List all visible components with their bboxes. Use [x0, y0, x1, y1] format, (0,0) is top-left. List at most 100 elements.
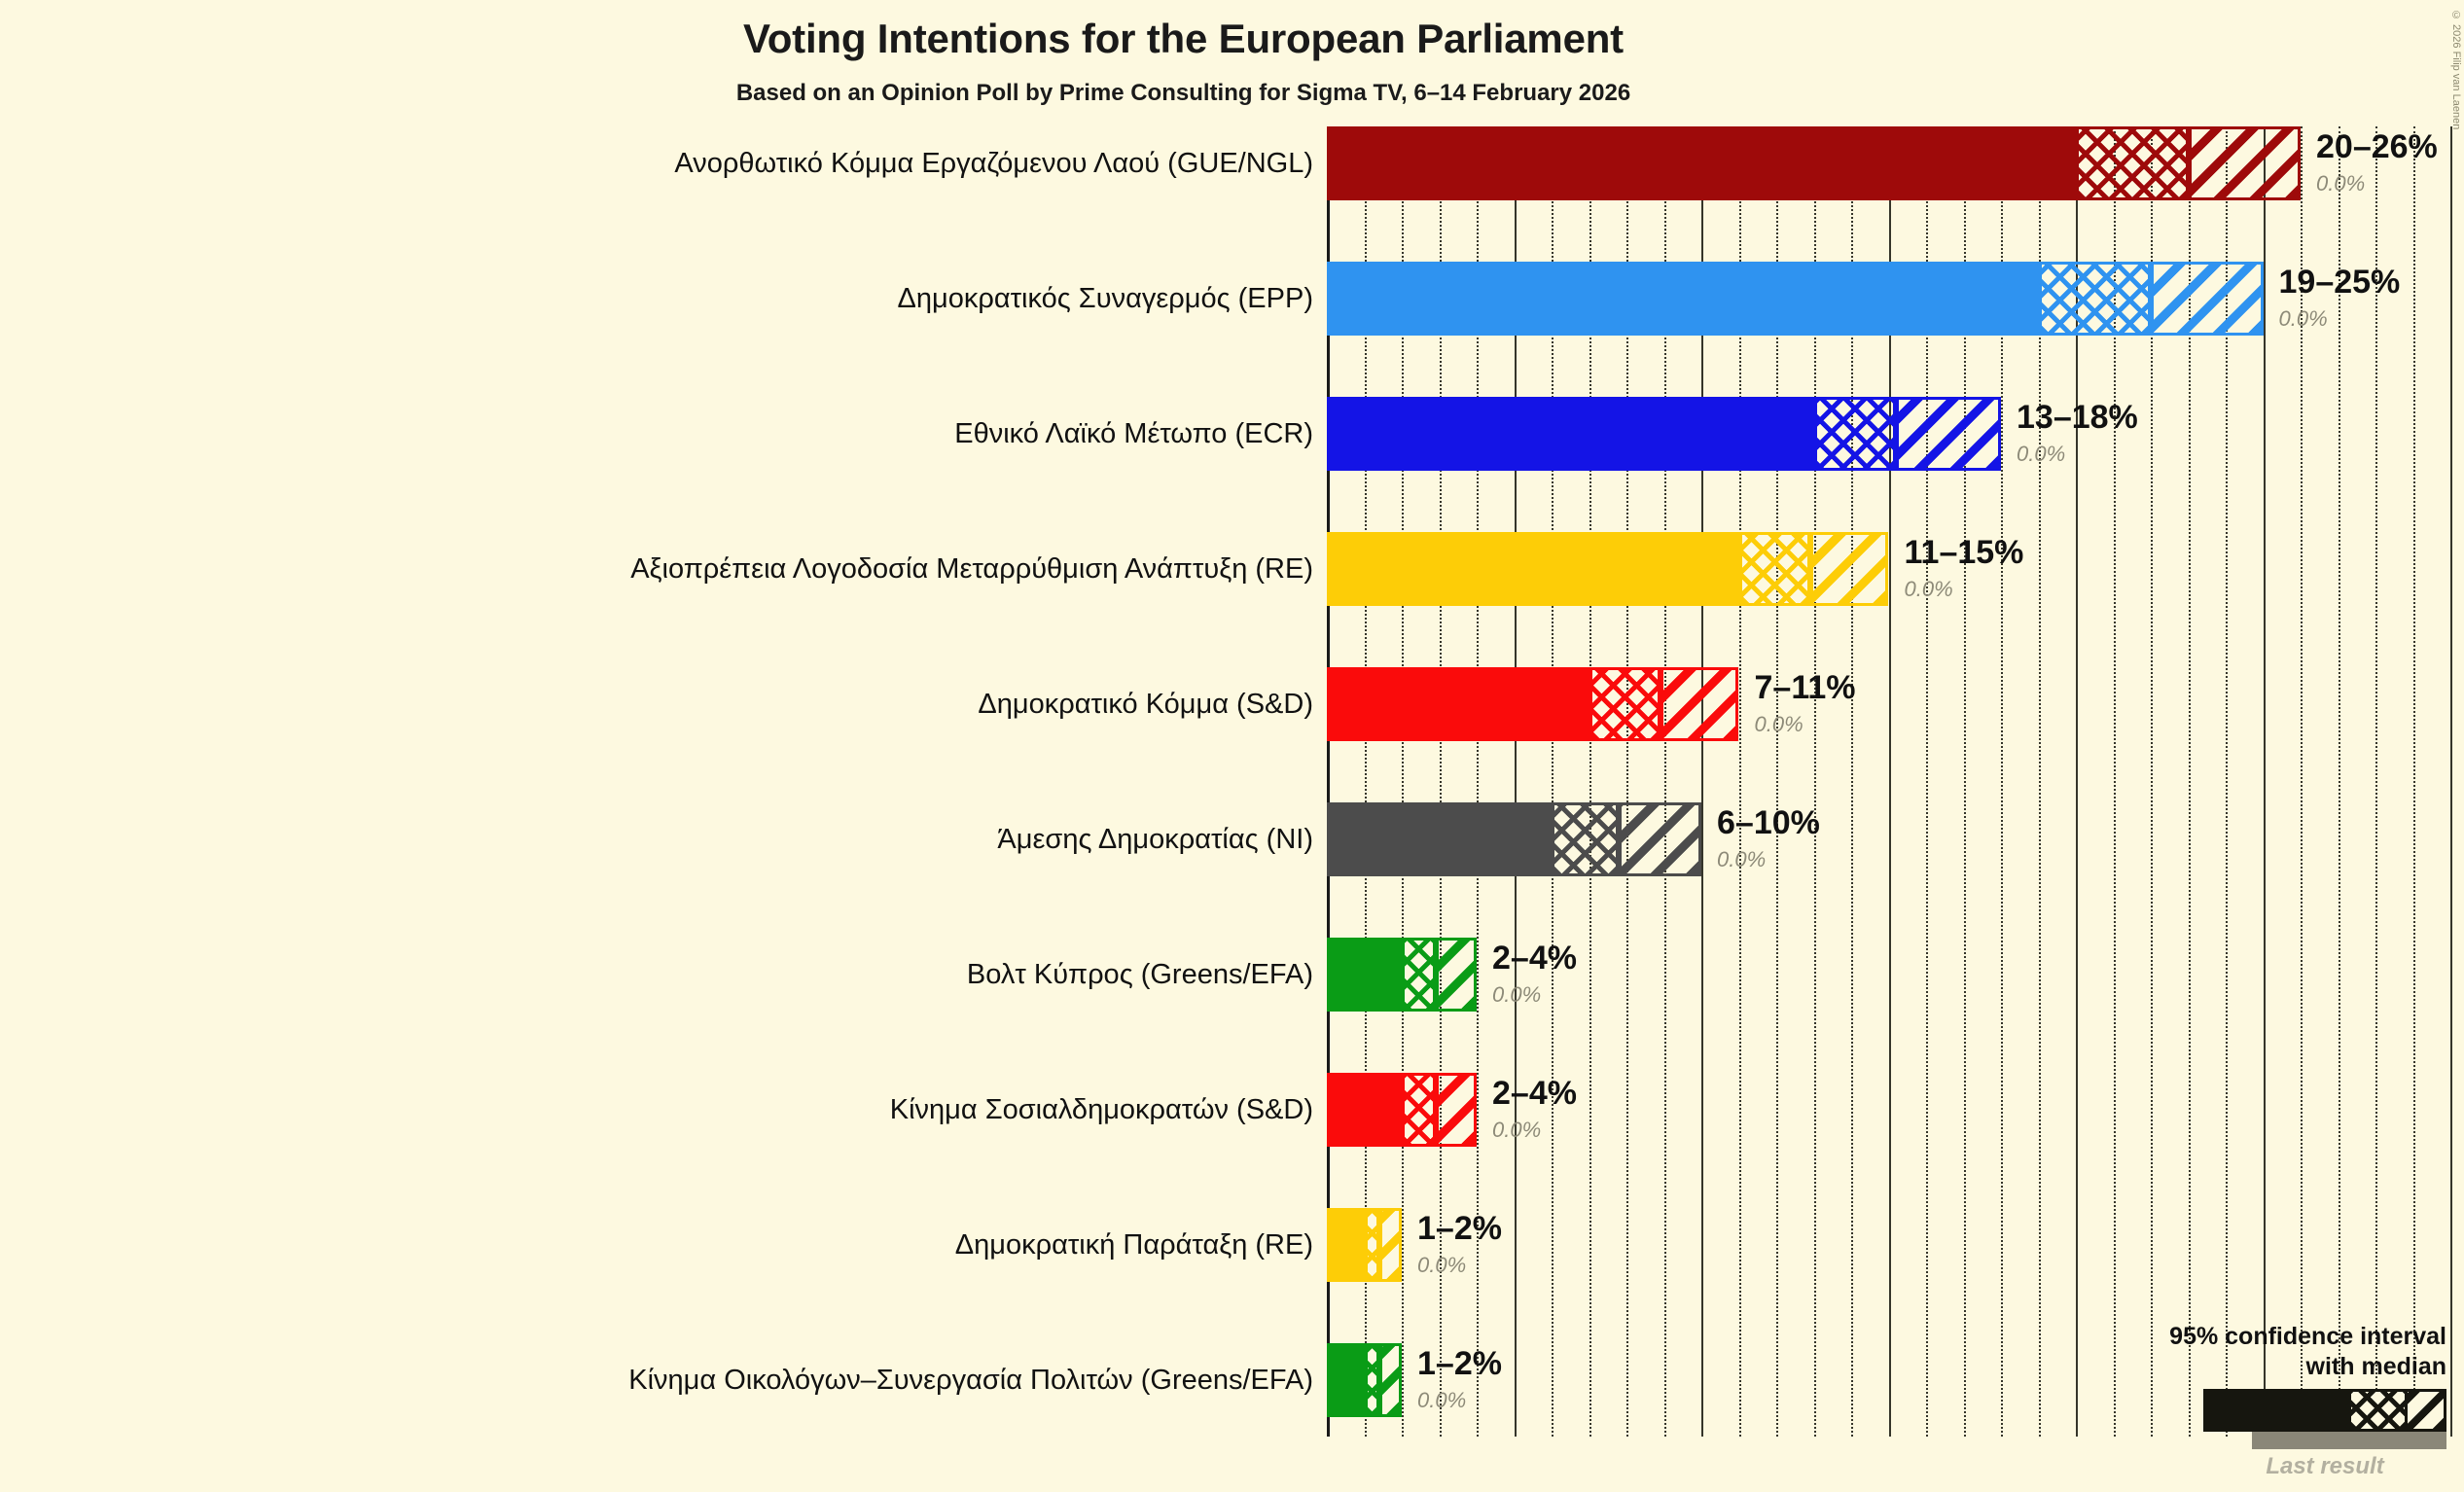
bar-segment-solid [1327, 532, 1739, 606]
bar-segment-solid [1327, 1208, 1365, 1282]
bar-segment-crosshatch [1402, 1073, 1436, 1147]
gridline-major [2450, 126, 2452, 1437]
gridline-minor [2412, 126, 2415, 1437]
confidence-interval-bar [1327, 802, 1701, 876]
bar-segment-diagonal [1378, 1343, 1402, 1417]
gridline-major [1888, 126, 1891, 1437]
interval-value-label: 6–10% [1717, 804, 1820, 841]
bar-row: Δημοκρατικός Συναγερμός (EPP) 19–25% 0.0% [0, 262, 2464, 336]
bar-segment-solid [1327, 126, 2076, 200]
gridline-minor [1402, 126, 1404, 1437]
interval-value-label: 19–25% [2278, 264, 2401, 301]
gridline-minor [2375, 126, 2377, 1437]
bar-row: Ανορθωτικό Κόμμα Εργαζόμενου Λαού (GUE/N… [0, 126, 2464, 200]
confidence-interval-bar [1327, 262, 2264, 336]
gridline-major [2076, 126, 2078, 1437]
legend-last-result-bar [2252, 1432, 2446, 1449]
interval-value-label: 20–26% [2316, 128, 2438, 165]
bar-row: Άμεσης Δημοκρατίας (NI) 6–10% 0.0% [0, 802, 2464, 876]
bar-segment-solid [1327, 262, 2039, 336]
last-result-label: 0.0% [1904, 577, 1953, 601]
bar-segment-crosshatch [2076, 126, 2189, 200]
gridline-minor [1738, 126, 1741, 1437]
legend-last-result-label: Last result [2266, 1453, 2384, 1479]
bar-segment-crosshatch [2038, 262, 2151, 336]
bar-segment-diagonal [1660, 667, 1739, 741]
party-label: Δημοκρατική Παράταξη (RE) [954, 1228, 1313, 1261]
bar-segment-solid [1327, 397, 1814, 471]
last-result-label: 0.0% [2017, 442, 2066, 466]
gridline-minor [1926, 126, 1928, 1437]
last-result-label: 0.0% [1754, 712, 1803, 736]
bar-row: Κίνημα Σοσιαλδημοκρατών (S&D) 2–4% 0.0% [0, 1073, 2464, 1147]
gridline-minor [1626, 126, 1628, 1437]
confidence-interval-bar [1327, 532, 1889, 606]
gridline-minor [1439, 126, 1442, 1437]
confidence-interval-bar [1327, 126, 2301, 200]
bar-row: Αξιοπρέπεια Λογοδοσία Μεταρρύθμιση Ανάπτ… [0, 532, 2464, 606]
party-label: Άμεσης Δημοκρατίας (NI) [997, 823, 1313, 855]
last-result-label: 0.0% [1492, 1118, 1542, 1142]
interval-value-label: 2–4% [1492, 940, 1577, 977]
last-result-label: 0.0% [1417, 1253, 1467, 1277]
party-label: Εθνικό Λαϊκό Μέτωπο (ECR) [954, 417, 1313, 449]
bar-row: Δημοκρατική Παράταξη (RE) 1–2% 0.0% [0, 1208, 2464, 1282]
gridline-minor [2038, 126, 2041, 1437]
interval-value-label: 7–11% [1754, 669, 1856, 706]
confidence-interval-bar [1327, 1208, 1402, 1282]
gridline-minor [2113, 126, 2116, 1437]
page-title: Voting Intentions for the European Parli… [743, 16, 1624, 61]
bar-segment-diagonal [1896, 397, 2001, 471]
bar-row: Εθνικό Λαϊκό Μέτωπο (ECR) 13–18% 0.0% [0, 397, 2464, 471]
bar-segment-crosshatch [1364, 1343, 1379, 1417]
interval-value-label: 1–2% [1417, 1345, 1502, 1382]
bar-segment-crosshatch [1364, 1208, 1379, 1282]
bar-segment-diagonal [2151, 262, 2264, 336]
interval-value-label: 2–4% [1492, 1075, 1577, 1112]
gridline-minor [1663, 126, 1666, 1437]
gridline-major [1701, 126, 1703, 1437]
bar-segment-diagonal [1435, 938, 1477, 1012]
plot-area [1327, 126, 2464, 1437]
party-label: Αξιοπρέπεια Λογοδοσία Μεταρρύθμιση Ανάπτ… [630, 552, 1313, 585]
gridline-minor [2301, 126, 2303, 1437]
confidence-interval-bar [1327, 1073, 1477, 1147]
confidence-interval-bar [1327, 667, 1739, 741]
gridline-minor [1552, 126, 1553, 1437]
bar-segment-crosshatch [1402, 938, 1436, 1012]
party-label: Δημοκρατικό Κόμμα (S&D) [978, 688, 1313, 720]
bar-segment-solid [1327, 1073, 1402, 1147]
copyright-notice: © 2026 Filip van Laenen [2450, 10, 2462, 130]
gridline-minor [1364, 126, 1367, 1437]
gridline-minor [2001, 126, 2003, 1437]
bar-segment-crosshatch [1589, 667, 1661, 741]
bar-row: Δημοκρατικό Κόμμα (S&D) 7–11% 0.0% [0, 667, 2464, 741]
last-result-label: 0.0% [1417, 1388, 1467, 1412]
gridline-major [1514, 126, 1517, 1437]
bar-segment-solid [1327, 938, 1402, 1012]
party-label: Κίνημα Σοσιαλδημοκρατών (S&D) [889, 1093, 1313, 1125]
bar-row: Βολτ Κύπρος (Greens/EFA) 2–4% 0.0% [0, 938, 2464, 1012]
gridline-minor [1589, 126, 1591, 1437]
gridline-minor [1477, 126, 1479, 1437]
bar-segment-crosshatch [1738, 532, 1810, 606]
last-result-label: 0.0% [2278, 306, 2328, 331]
gridline-minor [2151, 126, 2153, 1437]
gridline-minor [2188, 126, 2191, 1437]
bar-segment-crosshatch [1813, 397, 1897, 471]
legend-diagonal-segment [2408, 1392, 2444, 1429]
bar-segment-crosshatch [1552, 802, 1620, 876]
last-result-label: 0.0% [1717, 847, 1767, 871]
interval-value-label: 1–2% [1417, 1210, 1502, 1247]
bar-row: Κίνημα Οικολόγων–Συνεργασία Πολιτών (Gre… [0, 1343, 2464, 1417]
bar-segment-diagonal [1619, 802, 1701, 876]
bar-segment-diagonal [1809, 532, 1889, 606]
party-label: Βολτ Κύπρος (Greens/EFA) [966, 958, 1313, 990]
bar-segment-solid [1327, 802, 1552, 876]
gridline-minor [1851, 126, 1853, 1437]
last-result-label: 0.0% [2316, 171, 2366, 195]
gridline-minor [1813, 126, 1816, 1437]
confidence-interval-bar [1327, 1343, 1402, 1417]
interval-value-label: 11–15% [1904, 534, 2024, 571]
